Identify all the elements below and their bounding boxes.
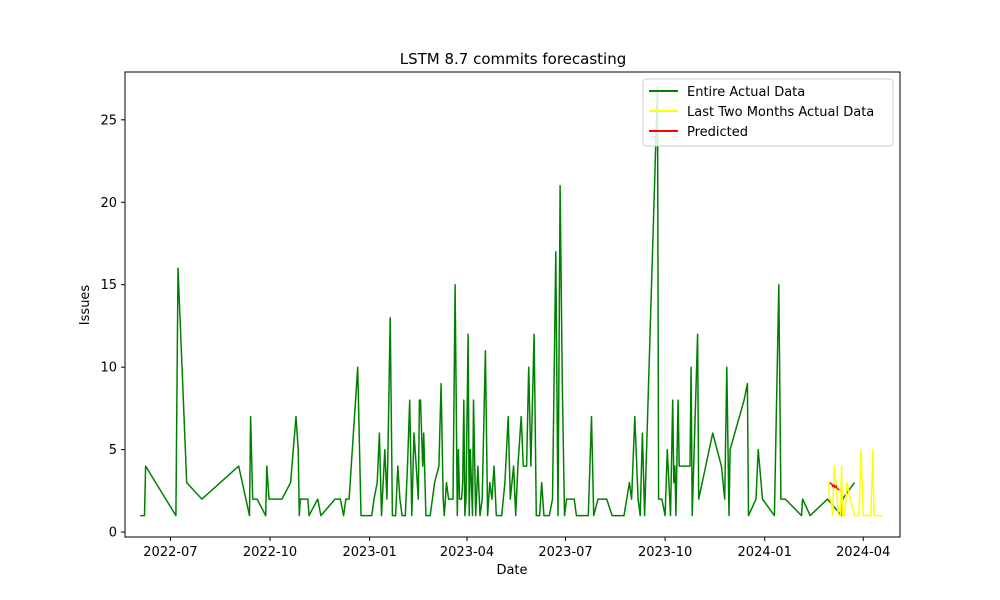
- legend-box: [642, 78, 894, 147]
- y-tick-label: 15: [100, 278, 117, 293]
- x-tick-label: 2022-10: [243, 545, 297, 560]
- legend-label-last-two-months: Last Two Months Actual Data: [687, 105, 874, 120]
- x-axis: 2022-07 2022-10 2023-01 2023-04 2023-07 2023-…: [143, 537, 890, 560]
- y-tick-label: 5: [109, 443, 117, 458]
- y-axis: 0 5 10 15 20 25: [100, 113, 125, 541]
- x-tick-label: 2022-07: [143, 545, 197, 560]
- series-line-predicted: [829, 481, 840, 491]
- x-tick-label: 2024-01: [738, 545, 792, 560]
- x-tick-label: 2023-07: [538, 545, 592, 560]
- chart-title: LSTM 8.7 commits forecasting: [400, 50, 627, 68]
- x-tick-label: 2023-10: [638, 545, 692, 560]
- x-tick-label: 2023-04: [440, 545, 494, 560]
- y-tick-label: 0: [109, 526, 117, 541]
- legend-label-entire-actual: Entire Actual Data: [687, 85, 805, 100]
- plot-frame: [124, 71, 901, 538]
- legend-label-predicted: Predicted: [687, 125, 748, 140]
- legend: Entire Actual Data Last Two Months Actua…: [642, 78, 894, 147]
- x-tick-label: 2023-01: [342, 545, 396, 560]
- y-tick-label: 20: [100, 196, 117, 211]
- series-line-last-two-months-actual-data: [827, 448, 883, 517]
- x-axis-label: Date: [496, 563, 527, 578]
- y-tick-label: 10: [100, 361, 117, 376]
- y-axis-label: Issues: [78, 285, 93, 326]
- x-tick-label: 2024-04: [836, 545, 890, 560]
- series-line-entire-actual-data: [140, 86, 856, 517]
- series-layer: [140, 86, 883, 517]
- y-tick-label: 25: [100, 113, 117, 128]
